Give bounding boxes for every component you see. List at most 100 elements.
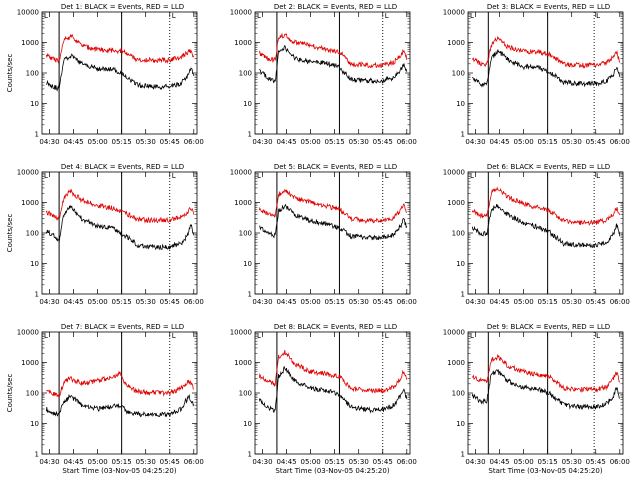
- series-events-line: [471, 204, 621, 249]
- y-tick-label: 10: [30, 420, 39, 428]
- x-tick-label: 05:45: [160, 458, 180, 466]
- x-tick-label: 04:45: [489, 458, 509, 466]
- series-lld-line: [258, 33, 408, 69]
- series-events-line: [46, 53, 195, 92]
- y-axis-label: Counts/sec: [6, 54, 14, 93]
- plot-frame: [41, 11, 198, 135]
- panel-det-4: Det 4: BLACK = Events, RED = LLD 1 10 100 10…: [6, 163, 204, 306]
- x-tick-label: 05:30: [349, 138, 369, 146]
- y-tick-label: 100: [26, 70, 39, 78]
- x-tick-label: 05:45: [160, 138, 180, 146]
- x-tick-label: 05:45: [586, 138, 606, 146]
- x-tick-label: 05:15: [325, 458, 345, 466]
- y-tick-label: 100: [239, 70, 252, 78]
- panel-det-5: Det 5: BLACK = Events, RED = LLD 1 10 100 10…: [230, 163, 417, 306]
- series-events-line: [472, 49, 621, 88]
- panel-title: Det 9: BLACK = Events, RED = LLD: [487, 323, 610, 331]
- flag-label: L: [385, 12, 389, 20]
- y-tick-label: 10000: [230, 329, 252, 337]
- panel-det-6: Det 6: BLACK = Events, RED = LLD 1 10 100 10…: [443, 163, 630, 306]
- y-tick-label: 10: [243, 420, 252, 428]
- y-tick-label: 10: [456, 260, 465, 268]
- y-tick-label: 100: [452, 390, 465, 398]
- plot-frame: [467, 331, 624, 455]
- x-tick-label: 04:30: [252, 298, 272, 306]
- flag-label: L: [172, 12, 176, 20]
- series-lld-line: [471, 36, 621, 69]
- series-lld-line: [258, 188, 407, 225]
- y-tick-label: 10000: [17, 329, 39, 337]
- plot-frame: [254, 11, 411, 135]
- y-tick-label: 1000: [21, 359, 39, 367]
- panel-det-7: Det 7: BLACK = Events, RED = LLD 1 10 100 10…: [6, 323, 204, 475]
- x-tick-label: 05:45: [586, 298, 606, 306]
- x-tick-label: 05:15: [538, 138, 558, 146]
- y-tick-label: 1: [35, 131, 39, 139]
- x-tick-label: 05:45: [373, 298, 393, 306]
- x-tick-label: 05:45: [586, 458, 606, 466]
- y-tick-label: 10000: [17, 169, 39, 177]
- x-tick-label: 04:45: [276, 298, 296, 306]
- x-tick-label: 05:30: [136, 138, 156, 146]
- flag-label: L: [257, 172, 261, 180]
- y-tick-label: 1000: [234, 359, 252, 367]
- x-tick-label: 05:00: [513, 458, 533, 466]
- flag-label: L: [172, 172, 176, 180]
- y-tick-label: 1000: [447, 199, 465, 207]
- series-events-line: [258, 365, 408, 414]
- x-tick-label: 04:30: [465, 458, 485, 466]
- flag-label: L: [257, 12, 261, 20]
- x-tick-label: 05:30: [562, 138, 582, 146]
- y-axis-label: Counts/sec: [6, 374, 14, 413]
- x-tick-label: 04:45: [276, 138, 296, 146]
- x-tick-label: 04:30: [39, 458, 59, 466]
- x-tick-label: 05:15: [325, 298, 345, 306]
- y-tick-label: 10: [456, 100, 465, 108]
- x-tick-label: 04:30: [39, 138, 59, 146]
- flag-label: L: [470, 332, 474, 340]
- x-tick-label: 04:45: [489, 138, 509, 146]
- flag-label: L: [596, 172, 600, 180]
- x-tick-label: 05:30: [562, 458, 582, 466]
- y-tick-label: 100: [452, 70, 465, 78]
- panel-title: Det 2: BLACK = Events, RED = LLD: [274, 3, 397, 11]
- x-tick-label: 05:45: [160, 298, 180, 306]
- x-tick-label: 05:00: [300, 458, 320, 466]
- series-lld-line: [46, 370, 195, 398]
- y-tick-label: 10000: [17, 9, 39, 17]
- y-tick-label: 10000: [443, 9, 465, 17]
- x-tick-label: 06:00: [397, 458, 417, 466]
- x-tick-label: 05:15: [112, 298, 132, 306]
- x-tick-label: 05:30: [349, 298, 369, 306]
- flag-label: L: [470, 12, 474, 20]
- panel-det-2: Det 2: BLACK = Events, RED = LLD 1 10 100 10…: [230, 3, 417, 146]
- y-tick-label: 1: [461, 451, 465, 459]
- x-tick-label: 04:45: [63, 298, 83, 306]
- y-tick-label: 10000: [230, 169, 252, 177]
- series-events-line: [259, 44, 408, 84]
- panel-det-8: Det 8: BLACK = Events, RED = LLD 1 10 100 10…: [230, 323, 417, 475]
- x-tick-label: 05:45: [373, 458, 393, 466]
- series-events-line: [45, 393, 195, 418]
- x-tick-label: 06:00: [610, 138, 630, 146]
- x-tick-label: 06:00: [184, 458, 204, 466]
- x-tick-label: 05:15: [112, 138, 132, 146]
- x-tick-label: 04:45: [276, 458, 296, 466]
- x-tick-label: 04:30: [39, 298, 59, 306]
- plot-frame: [254, 331, 411, 455]
- panel-det-9: Det 9: BLACK = Events, RED = LLD 1 10 100 10…: [443, 323, 630, 475]
- panel-title: Det 8: BLACK = Events, RED = LLD: [274, 323, 397, 331]
- x-axis-label: Start Time (03-Nov-05 04:25:20): [62, 467, 176, 475]
- y-tick-label: 100: [26, 390, 39, 398]
- y-tick-label: 1000: [447, 359, 465, 367]
- panel-title: Det 4: BLACK = Events, RED = LLD: [61, 163, 184, 171]
- x-axis-label: Start Time (03-Nov-05 04:25:20): [488, 467, 602, 475]
- series-lld-line: [471, 353, 621, 393]
- y-tick-label: 1: [248, 131, 252, 139]
- series-events-line: [45, 204, 195, 251]
- y-tick-label: 1: [461, 131, 465, 139]
- series-lld-line: [471, 187, 621, 226]
- x-tick-label: 05:00: [87, 138, 107, 146]
- y-tick-label: 100: [239, 390, 252, 398]
